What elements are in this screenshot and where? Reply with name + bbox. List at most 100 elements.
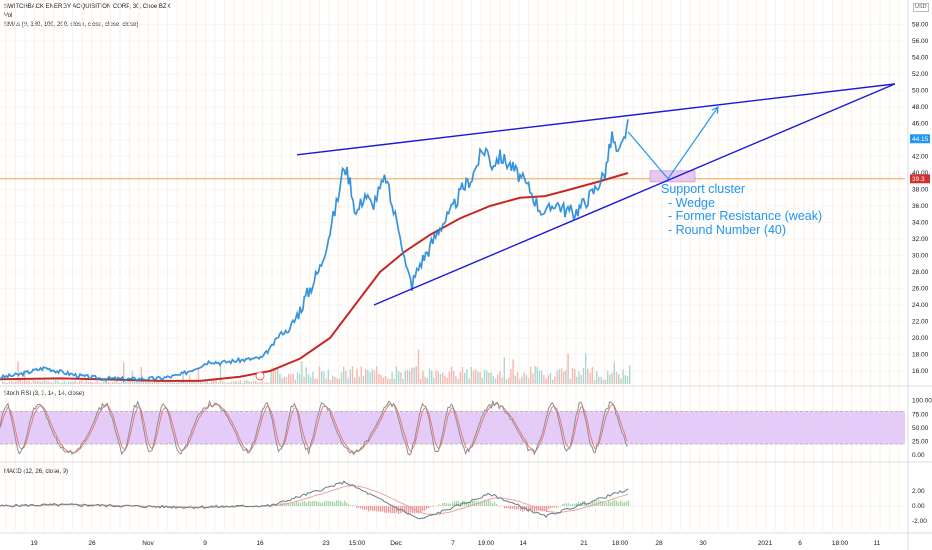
macd-histogram-bar bbox=[272, 504, 274, 506]
level-price-label: 39.3 bbox=[912, 176, 925, 183]
volume-bar bbox=[461, 367, 464, 384]
macd-histogram-bar bbox=[312, 501, 314, 506]
volume-bar bbox=[431, 370, 433, 384]
macd-histogram-bar bbox=[310, 501, 312, 506]
volume-bar bbox=[241, 382, 244, 384]
volume-bar bbox=[285, 377, 288, 384]
macd-histogram-bar bbox=[496, 503, 498, 506]
macd-histogram-bar bbox=[450, 503, 452, 506]
volume-bar bbox=[450, 366, 453, 384]
macd-histogram-bar bbox=[380, 506, 382, 512]
macd-histogram-bar bbox=[298, 502, 300, 506]
macd-histogram-bar bbox=[478, 501, 480, 506]
volume-bar bbox=[268, 382, 270, 384]
macd-histogram-bar bbox=[382, 506, 384, 512]
volume-bar bbox=[17, 361, 19, 384]
volume-bar bbox=[250, 381, 252, 384]
volume-bar bbox=[255, 380, 257, 384]
volume-bar bbox=[32, 380, 35, 384]
volume-bar bbox=[228, 382, 230, 384]
macd-histogram-bar bbox=[610, 502, 612, 506]
macd-histogram-bar bbox=[294, 502, 296, 506]
price-axis-label: 26.00 bbox=[912, 286, 929, 293]
volume-bar bbox=[81, 380, 83, 384]
volume-bar bbox=[116, 380, 118, 384]
level-price-badge bbox=[910, 174, 930, 184]
volume-bar bbox=[466, 369, 468, 384]
macd-histogram-bar bbox=[442, 502, 444, 506]
volume-bar bbox=[226, 382, 228, 384]
volume-bar bbox=[294, 379, 296, 384]
volume-bar bbox=[96, 381, 98, 384]
event-marker bbox=[255, 371, 265, 381]
volume-bar bbox=[409, 370, 411, 384]
price-axis-label: 38.00 bbox=[912, 187, 929, 194]
macd-histogram-bar bbox=[604, 502, 606, 506]
volume-bar bbox=[109, 382, 112, 384]
volume-bar bbox=[380, 374, 382, 384]
price-axis-label: 16.00 bbox=[912, 368, 929, 375]
volume-bar bbox=[173, 382, 175, 384]
volume-bar bbox=[314, 378, 316, 384]
volume-bar bbox=[626, 376, 629, 384]
macd-histogram-bar bbox=[110, 505, 112, 506]
volume-bar bbox=[373, 370, 376, 384]
macd-histogram-bar bbox=[304, 501, 306, 506]
volume-bar bbox=[70, 381, 72, 384]
volume-bar bbox=[182, 371, 184, 384]
volume-bar bbox=[41, 381, 43, 384]
macd-histogram-bar bbox=[422, 506, 424, 512]
volume-bar bbox=[554, 376, 556, 384]
volume-bar bbox=[521, 376, 523, 384]
volume-bar bbox=[193, 381, 195, 384]
price-axis-label: 22.00 bbox=[912, 319, 929, 326]
macd-histogram-bar bbox=[300, 502, 302, 506]
volume-bar bbox=[413, 367, 415, 384]
time-axis-label: 30 bbox=[699, 540, 707, 547]
macd-histogram-bar bbox=[510, 506, 512, 509]
macd-histogram-bar bbox=[316, 501, 318, 506]
macd-histogram-bar bbox=[562, 503, 564, 506]
volume-bar bbox=[525, 374, 527, 384]
time-axis-label: 19 bbox=[30, 540, 38, 547]
volume-bar bbox=[620, 378, 622, 384]
volume-bar bbox=[57, 380, 59, 384]
macd-histogram-bar bbox=[334, 502, 336, 506]
volume-bar bbox=[299, 373, 301, 384]
macd-histogram-bar bbox=[286, 503, 288, 506]
volume-bar bbox=[72, 381, 74, 384]
volume-bar bbox=[266, 382, 268, 384]
volume-bar bbox=[475, 369, 477, 384]
volume-bar bbox=[48, 381, 50, 384]
volume-bar bbox=[244, 380, 246, 384]
volume-bar bbox=[336, 378, 338, 384]
macd-histogram-bar bbox=[102, 505, 104, 506]
macd-histogram-bar bbox=[332, 501, 334, 506]
volume-bar bbox=[68, 381, 70, 384]
volume-bar bbox=[98, 382, 101, 384]
macd-histogram-bar bbox=[612, 500, 614, 506]
volume-bar bbox=[486, 370, 488, 384]
price-axis-label: 50.00 bbox=[912, 88, 929, 95]
volume-bar bbox=[191, 382, 193, 384]
volume-bar bbox=[184, 380, 186, 384]
volume-bar bbox=[582, 367, 585, 384]
volume-bar bbox=[235, 381, 237, 384]
volume-bar bbox=[79, 381, 81, 384]
macd-histogram-bar bbox=[88, 506, 90, 507]
sma-label: SMAs (9, 180, 100, 200, close, close, cl… bbox=[4, 22, 139, 28]
volume-bar bbox=[329, 379, 332, 384]
volume-bar bbox=[609, 374, 611, 384]
price-line-shadow bbox=[0, 119, 629, 383]
volume-bar bbox=[343, 366, 345, 384]
volume-bar bbox=[428, 368, 431, 384]
volume-bar bbox=[494, 378, 497, 384]
macd-histogram-bar bbox=[406, 506, 408, 514]
macd-histogram-bar bbox=[492, 503, 494, 506]
volume-bar bbox=[142, 380, 145, 384]
volume-bar bbox=[167, 380, 169, 384]
macd-histogram-bar bbox=[628, 500, 630, 506]
volume-bar bbox=[312, 371, 314, 384]
macd-histogram-bar bbox=[572, 503, 574, 506]
